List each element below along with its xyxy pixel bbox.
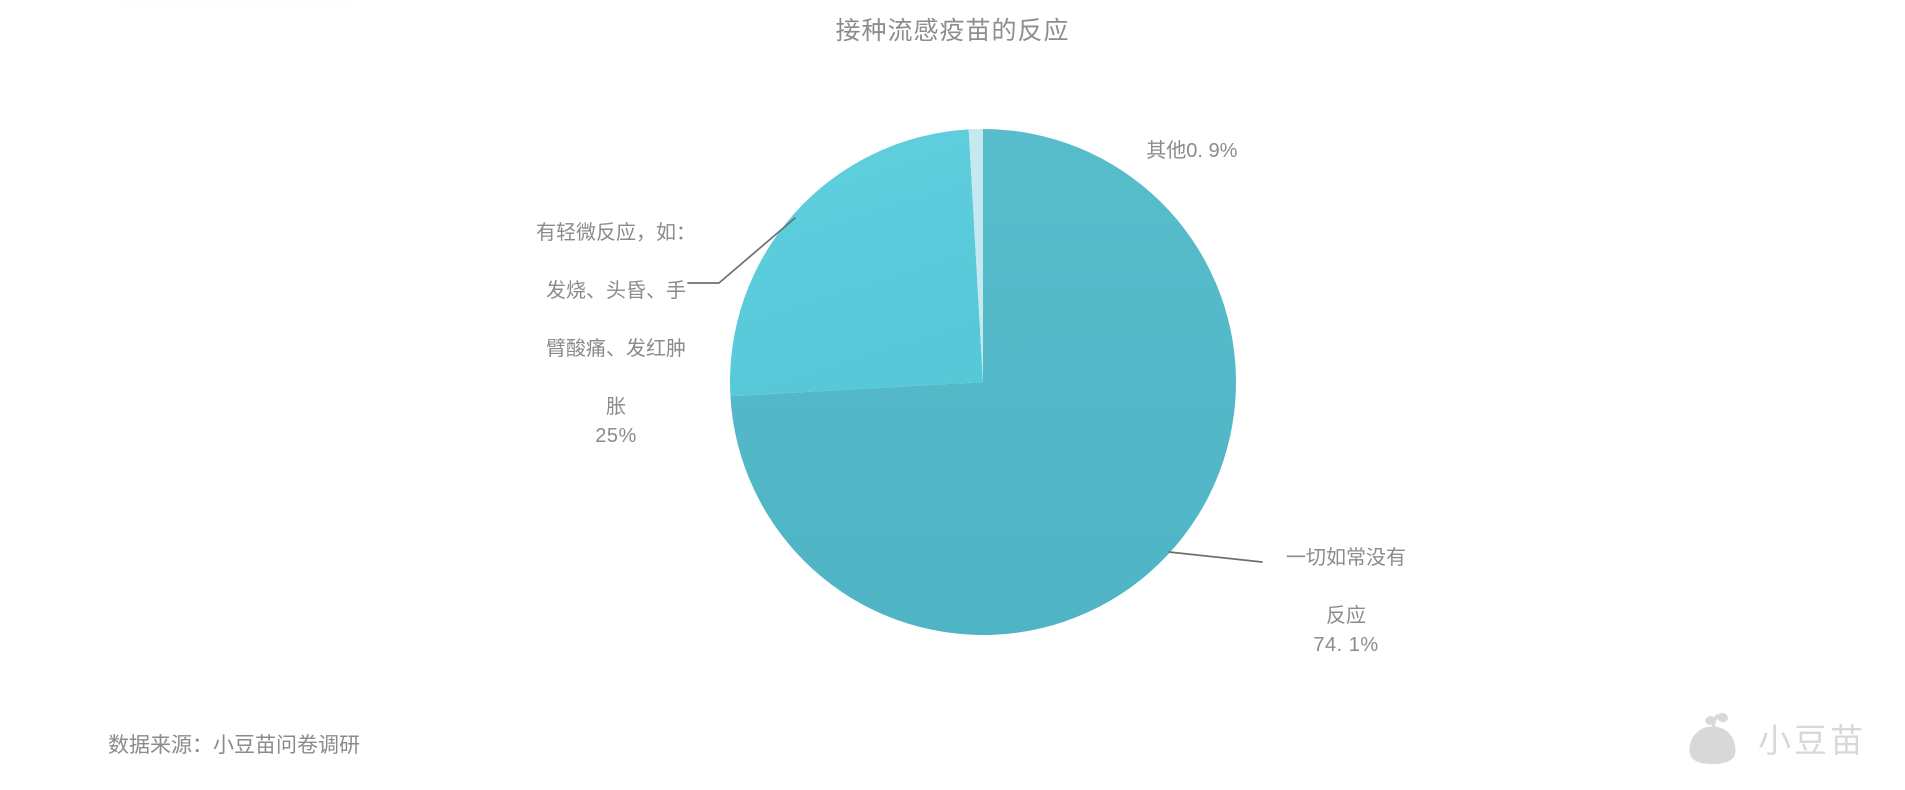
pie-label-mild-line4: 胀 (606, 396, 626, 418)
pie-label-other-text: 其他0. 9% (1146, 140, 1238, 162)
sprout-bean-icon (1689, 712, 1736, 764)
pie-slice-mild-reaction[interactable] (729, 129, 983, 397)
pie-label-none-line2: 反应 (1326, 605, 1366, 627)
pie-label-no-reaction: 一切如常没有 反应 74. 1% (1256, 515, 1436, 689)
pie-label-mild-percent: 25% (595, 425, 637, 447)
pie-label-none-line1: 一切如常没有 (1286, 547, 1406, 569)
leader-line-mild-reaction (687, 217, 796, 284)
source-note: 数据来源：小豆苗问卷调研 (108, 734, 360, 757)
pie-slice-no-reaction[interactable] (730, 129, 1236, 635)
pie-label-other: 其他0. 9% (1124, 108, 1384, 195)
cropped-top-artifact (120, 0, 350, 7)
leader-line-no-reaction (1168, 551, 1263, 563)
brand-watermark: 小豆苗 (1686, 710, 1866, 772)
pie-label-mild-line3: 臂酸痛、发红肿 (546, 338, 686, 360)
chart-title: 接种流感疫苗的反应 (835, 17, 1070, 45)
brand-watermark-text: 小豆苗 (1758, 722, 1866, 759)
pie-label-mild-line2: 发烧、头昏、手 (546, 280, 686, 302)
pie-label-none-percent: 74. 1% (1313, 634, 1379, 656)
pie-slice-other[interactable] (968, 128, 983, 382)
pie-label-mild-reaction: 有轻微反应，如： 发烧、头昏、手 臂酸痛、发红肿 胀 25% (516, 190, 716, 480)
pie-label-mild-line1: 有轻微反应，如： (536, 222, 696, 244)
